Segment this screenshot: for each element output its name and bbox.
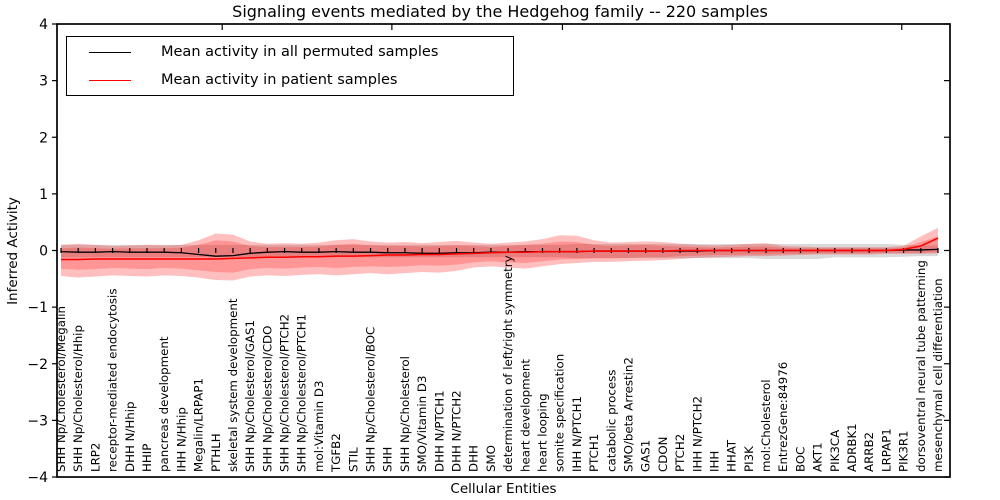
x-category-label: mol:Cholesterol xyxy=(759,379,773,472)
x-category-label: IHH N/PTCH1 xyxy=(570,396,584,472)
x-category-label: TGFB2 xyxy=(329,433,343,473)
x-category-label: skeletal system development xyxy=(226,298,240,472)
x-category-label: SMO/beta Arrestin2 xyxy=(621,357,635,472)
x-category-label: pancreas development xyxy=(157,336,171,472)
x-category-label: PTCH2 xyxy=(673,434,687,472)
x-category-label: IHH N/Hhip xyxy=(174,407,188,472)
x-category-label: DHH N/PTCH1 xyxy=(432,390,446,472)
x-category-label: heart development xyxy=(518,359,532,472)
x-category-label: HHIP xyxy=(140,444,154,472)
permuted-sample-range-band xyxy=(61,243,938,259)
x-category-label: ARRB2 xyxy=(862,432,876,472)
legend-label-permuted: Mean activity in all permuted samples xyxy=(161,44,439,60)
x-category-label: IHH xyxy=(707,451,721,472)
x-category-labels: SHH Np/Cholesterol/Megalin SHH Np/Cholest… xyxy=(54,255,945,473)
x-category-label: GAS1 xyxy=(639,440,653,472)
patient-sample-inner-range-band xyxy=(61,236,938,273)
y-tick-label: 4 xyxy=(39,17,48,33)
legend-entry-patient: Mean activity in patient samples xyxy=(67,68,513,92)
x-category-label: EntrezGene:84976 xyxy=(776,362,790,472)
x-category-label: LRP2 xyxy=(88,443,102,472)
x-category-label: PIK3CA xyxy=(828,430,842,472)
x-category-label: SHH Np/Cholesterol/CDO xyxy=(260,326,274,472)
y-tick-label: 0 xyxy=(39,244,48,260)
x-category-label: SHH Np/Cholesterol/GAS1 xyxy=(243,320,257,472)
x-category-label: dorsoventral neural tube patterning xyxy=(914,260,928,472)
y-tick-label: −3 xyxy=(27,413,48,429)
x-category-label: heart looping xyxy=(535,393,549,472)
x-category-label: determination of left/right symmetry xyxy=(501,255,515,472)
x-category-label: SHH Np/Cholesterol xyxy=(398,356,412,472)
x-category-label: STIL xyxy=(346,447,360,472)
y-tick-label: −1 xyxy=(27,300,48,316)
x-category-label: SHH Np/Cholesterol/Hhip xyxy=(71,325,85,472)
x-category-label: DHH N/PTCH2 xyxy=(450,390,464,472)
x-category-label: CDON xyxy=(656,437,670,472)
x-category-label: BOC xyxy=(793,447,807,472)
x-category-label: mol:Vitamin D3 xyxy=(312,381,326,473)
x-category-label: somite specification xyxy=(553,354,567,472)
y-tick-label: 2 xyxy=(39,130,48,146)
patient-line-swatch xyxy=(89,79,131,81)
x-category-label: SMO/Vitamin D3 xyxy=(415,376,429,472)
x-category-label: SMO xyxy=(484,445,498,472)
x-category-label: receptor-mediated endocytosis xyxy=(106,289,120,472)
patient-sample-outer-range-band xyxy=(61,227,938,281)
y-tick-label: 1 xyxy=(39,187,48,203)
y-tick-label: −2 xyxy=(27,357,48,373)
x-category-label: Megalin/LRPAP1 xyxy=(192,378,206,472)
x-category-label: ADRBK1 xyxy=(845,423,859,472)
y-axis-ticks xyxy=(52,23,950,478)
top-axis-ticks xyxy=(221,24,903,30)
y-tick-label: 3 xyxy=(39,74,48,90)
x-category-label: SHH Np/Cholesterol/PTCH2 xyxy=(278,314,292,472)
x-category-label: LRPAP1 xyxy=(879,428,893,472)
x-category-label: PTCH1 xyxy=(587,434,601,472)
x-category-label: catabolic process xyxy=(604,370,618,472)
x-category-label: DHH xyxy=(467,445,481,472)
x-category-label: SHH Np/Cholesterol/BOC xyxy=(364,327,378,472)
y-tick-label: −4 xyxy=(27,470,48,486)
x-category-label: HHAT xyxy=(725,439,739,472)
x-category-label: mesenchymal cell differentiation xyxy=(931,278,945,472)
x-category-label: PIK3R1 xyxy=(897,430,911,472)
x-axis-label: Cellular Entities xyxy=(450,481,557,497)
legend: Mean activity in all permuted samples Me… xyxy=(66,36,514,96)
chart-title: Signaling events mediated by the Hedgeho… xyxy=(232,2,768,21)
patient-mean-line xyxy=(61,237,939,261)
permuted-line-swatch xyxy=(89,51,131,53)
x-category-label: SHH Np/Cholesterol/Megalin xyxy=(54,306,68,472)
x-category-label: PTHLH xyxy=(209,433,223,472)
x-category-label: SHH Np/Cholesterol/PTCH1 xyxy=(295,314,309,472)
x-category-label: AKT1 xyxy=(811,442,825,472)
x-category-label: IHH N/PTCH2 xyxy=(690,396,704,472)
y-axis-tick-labels: 4 3 2 1 0 −1 −2 −3 −4 xyxy=(27,17,48,486)
x-category-label: DHH N/Hhip xyxy=(123,402,137,473)
x-category-label: SHH xyxy=(381,447,395,472)
legend-label-patient: Mean activity in patient samples xyxy=(161,72,398,88)
x-category-label: PI3K xyxy=(742,446,756,472)
legend-entry-permuted: Mean activity in all permuted samples xyxy=(67,40,513,64)
